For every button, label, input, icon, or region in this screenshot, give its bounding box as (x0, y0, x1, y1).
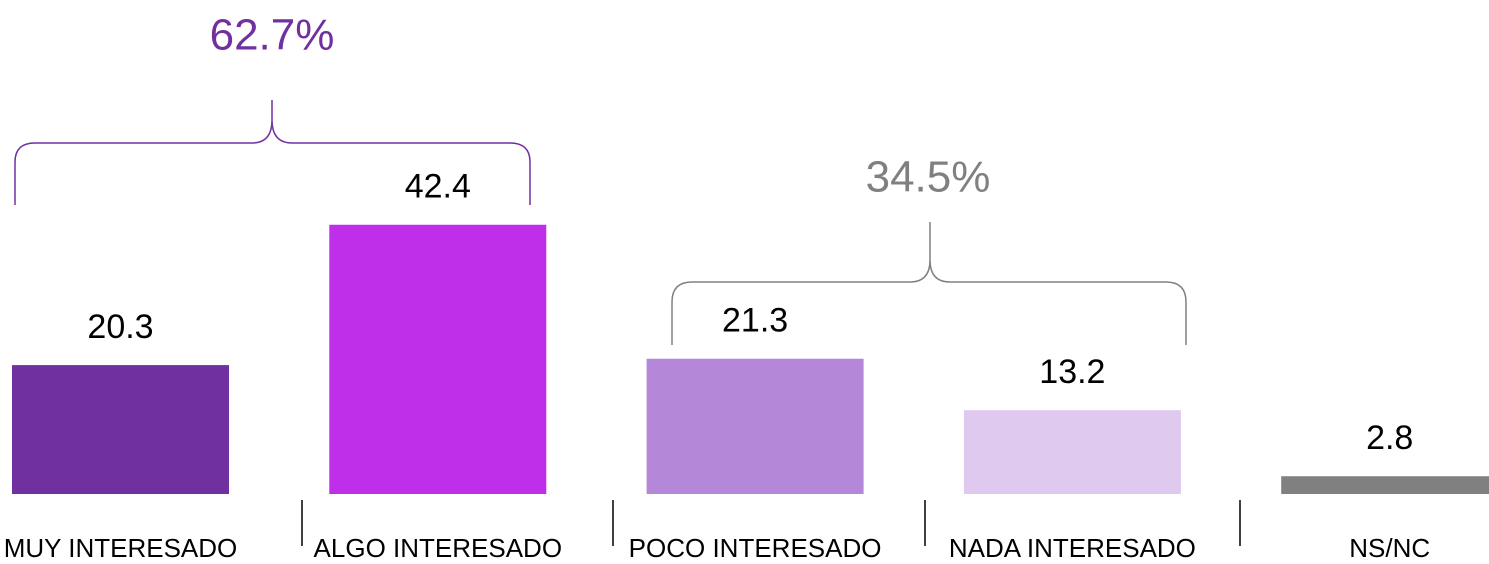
annotation: 34.5% (866, 153, 991, 202)
bar (1281, 476, 1489, 494)
value-label: 13.2 (1039, 353, 1105, 391)
bar (12, 365, 229, 494)
bar (329, 224, 547, 494)
bracket (14, 100, 531, 205)
category-label: POCO INTERESADO (629, 533, 882, 563)
category-label: NADA INTERESADO (949, 533, 1196, 563)
value-label: 21.3 (722, 302, 788, 340)
annotation: 62.7% (210, 11, 335, 60)
bar (963, 410, 1181, 494)
bar (646, 358, 864, 494)
value-label: 42.4 (405, 168, 471, 206)
value-label: 20.3 (87, 308, 153, 346)
bracket (671, 222, 1187, 345)
value-label: 2.8 (1366, 419, 1413, 457)
category-label: ALGO INTERESADO (314, 533, 563, 563)
category-label: NS/NC (1349, 533, 1430, 563)
category-label: MUY INTERESADO (4, 533, 238, 563)
